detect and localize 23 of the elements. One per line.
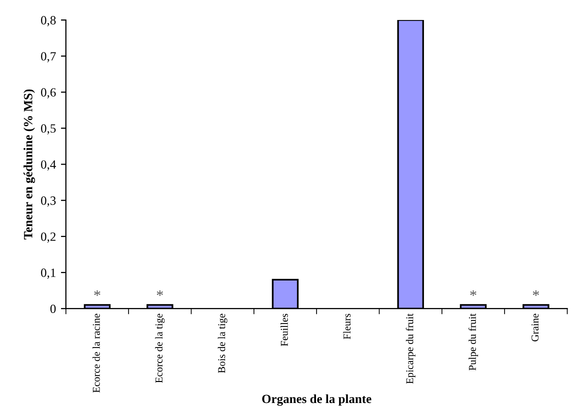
- y-tick-label: 0,3: [41, 196, 56, 207]
- annotation: *: [470, 290, 476, 296]
- x-axis-title: Organes de la plante: [262, 394, 372, 406]
- y-tick-label: 0,5: [41, 124, 56, 134]
- y-tick-label: 0,4: [41, 160, 56, 171]
- y-tick-label: 0,6: [41, 88, 56, 98]
- x-tick-label: Epicarpe du fruit: [406, 314, 416, 384]
- annotation: *: [156, 290, 163, 296]
- x-tick-label: Ecorce de la tige: [155, 314, 165, 383]
- y-tick-label: 0,2: [41, 232, 56, 243]
- x-tick-label: Ecorce de la racine: [92, 314, 100, 393]
- x-tick-label: Pulpe du fruit: [468, 314, 478, 370]
- y-axis-title: Teneur en gédunine (% MS): [24, 89, 35, 240]
- x-tick-label: Fleurs: [343, 314, 351, 340]
- y-tick-label: 0,7: [41, 52, 56, 62]
- annotation: *: [94, 290, 100, 296]
- x-tick-label: Feuilles: [280, 314, 288, 346]
- x-tick-label: Graine: [532, 314, 539, 342]
- x-tick-label: Bois de la tige: [218, 314, 228, 374]
- y-tick-label: 0,1: [41, 268, 56, 279]
- y-tick-label: 0: [50, 304, 56, 314]
- y-tick-label: 0,8: [41, 16, 56, 26]
- annotation: *: [532, 290, 540, 296]
